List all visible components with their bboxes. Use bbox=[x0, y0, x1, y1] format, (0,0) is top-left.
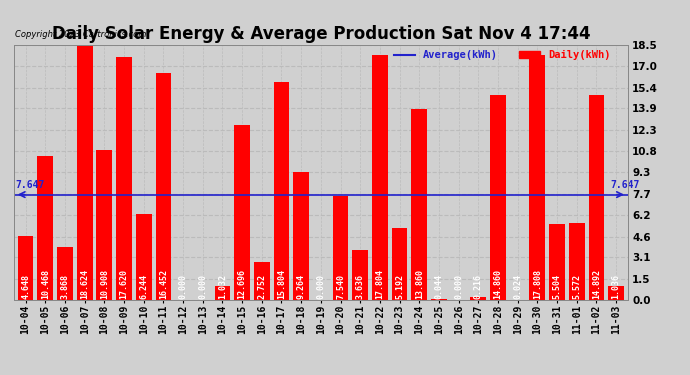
Bar bbox=[372, 55, 388, 300]
Text: 0.216: 0.216 bbox=[474, 274, 483, 299]
Bar bbox=[608, 286, 624, 300]
Bar bbox=[18, 236, 34, 300]
Text: 7.540: 7.540 bbox=[336, 274, 345, 299]
Text: 3.636: 3.636 bbox=[356, 274, 365, 299]
Text: 18.624: 18.624 bbox=[80, 269, 89, 299]
Text: 5.192: 5.192 bbox=[395, 274, 404, 299]
Text: 0.000: 0.000 bbox=[179, 274, 188, 299]
Text: 4.648: 4.648 bbox=[21, 274, 30, 299]
Bar bbox=[333, 196, 348, 300]
Bar bbox=[37, 156, 53, 300]
Text: 5.504: 5.504 bbox=[553, 274, 562, 299]
Bar bbox=[490, 95, 506, 300]
Bar bbox=[155, 73, 171, 300]
Text: 0.000: 0.000 bbox=[198, 274, 207, 299]
Text: 10.908: 10.908 bbox=[100, 269, 109, 299]
Text: 10.468: 10.468 bbox=[41, 269, 50, 299]
Text: 17.808: 17.808 bbox=[533, 269, 542, 299]
Bar bbox=[77, 43, 92, 300]
Bar bbox=[116, 57, 132, 300]
Bar bbox=[293, 172, 309, 300]
Bar bbox=[353, 250, 368, 300]
Text: Copyright 2023 Cartronics.com: Copyright 2023 Cartronics.com bbox=[14, 30, 146, 39]
Text: 5.572: 5.572 bbox=[572, 274, 581, 299]
Bar bbox=[57, 247, 73, 300]
Text: 6.244: 6.244 bbox=[139, 274, 148, 299]
Bar bbox=[549, 224, 565, 300]
Text: 9.264: 9.264 bbox=[297, 274, 306, 299]
Text: 1.036: 1.036 bbox=[611, 274, 620, 299]
Text: 0.024: 0.024 bbox=[513, 274, 522, 299]
Text: 1.032: 1.032 bbox=[218, 274, 227, 299]
Text: 3.868: 3.868 bbox=[61, 274, 70, 299]
Text: 15.804: 15.804 bbox=[277, 269, 286, 299]
Text: 0.000: 0.000 bbox=[316, 274, 326, 299]
Bar bbox=[97, 150, 112, 300]
Text: 12.696: 12.696 bbox=[237, 269, 246, 299]
Bar bbox=[471, 297, 486, 300]
Bar bbox=[569, 223, 584, 300]
Text: 2.752: 2.752 bbox=[257, 274, 266, 299]
Title: Daily Solar Energy & Average Production Sat Nov 4 17:44: Daily Solar Energy & Average Production … bbox=[52, 26, 590, 44]
Bar bbox=[254, 262, 270, 300]
Bar bbox=[431, 299, 447, 300]
Bar bbox=[529, 54, 545, 300]
Bar bbox=[234, 125, 250, 300]
Text: 7.647: 7.647 bbox=[610, 180, 640, 190]
Text: 17.804: 17.804 bbox=[375, 269, 384, 299]
Bar bbox=[274, 82, 289, 300]
Text: 17.620: 17.620 bbox=[119, 269, 128, 299]
Legend: Average(kWh), Daily(kWh): Average(kWh), Daily(kWh) bbox=[394, 50, 611, 60]
Text: 14.892: 14.892 bbox=[592, 269, 601, 299]
Bar bbox=[411, 109, 427, 300]
Text: 16.452: 16.452 bbox=[159, 269, 168, 299]
Bar bbox=[136, 214, 152, 300]
Bar bbox=[215, 286, 230, 300]
Text: 0.000: 0.000 bbox=[454, 274, 463, 299]
Text: 0.044: 0.044 bbox=[435, 274, 444, 299]
Text: 13.860: 13.860 bbox=[415, 269, 424, 299]
Bar bbox=[392, 228, 408, 300]
Text: 7.647: 7.647 bbox=[16, 180, 45, 190]
Text: 14.860: 14.860 bbox=[493, 269, 502, 299]
Bar bbox=[589, 95, 604, 300]
